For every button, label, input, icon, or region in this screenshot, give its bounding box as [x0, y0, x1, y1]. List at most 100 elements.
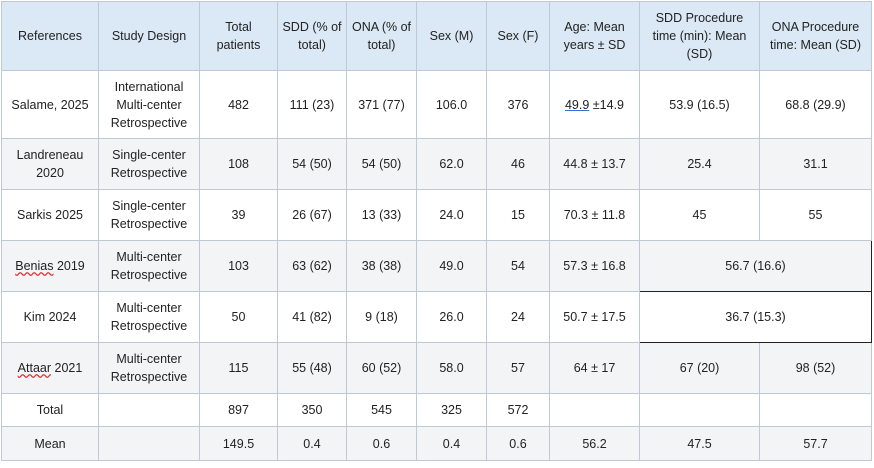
cell-age: 50.7 ± 17.5	[549, 291, 640, 343]
cell-design: Multi-center Retrospective	[98, 291, 200, 343]
cell-female: 572	[486, 393, 550, 427]
cell-reference: Salame, 2025	[1, 70, 99, 139]
cell-sdd-time	[639, 393, 760, 427]
cell-reference-year: 2019	[53, 259, 85, 273]
cell-female: 57	[486, 342, 550, 394]
table-row-total: Total 897 350 545 325 572	[1, 393, 872, 427]
header-sex-f: Sex (F)	[486, 1, 550, 71]
header-ona-time: ONA Procedure time: Mean (SD)	[759, 1, 872, 71]
cell-ona-time: 98 (52)	[759, 342, 872, 394]
header-sdd: SDD (% of total)	[277, 1, 347, 71]
header-age: Age: Mean years ± SD	[549, 1, 640, 71]
header-study-design: Study Design	[98, 1, 200, 71]
cell-reference: Sarkis 2025	[1, 189, 99, 241]
cell-sdd: 63 (62)	[277, 240, 347, 292]
cell-age: 56.2	[549, 426, 640, 461]
table-row: Salame, 2025 International Multi-center …	[1, 70, 872, 139]
cell-reference: Attaar 2021	[1, 342, 99, 394]
cell-sdd: 55 (48)	[277, 342, 347, 394]
cell-age: 57.3 ± 16.8	[549, 240, 640, 292]
cell-sdd: 54 (50)	[277, 138, 347, 190]
cell-label: Mean	[1, 426, 99, 461]
cell-design	[98, 426, 200, 461]
cell-sdd-time: 53.9 (16.5)	[639, 70, 760, 139]
cell-ona-time: 57.7	[759, 426, 872, 461]
cell-reference-name: Benias	[15, 259, 54, 273]
table-row: Benias 2019 Multi-center Retrospective 1…	[1, 240, 872, 292]
cell-total: 103	[199, 240, 278, 292]
cell-ona: 60 (52)	[346, 342, 417, 394]
header-total-patients: Total patients	[199, 1, 278, 71]
cell-reference: Benias 2019	[1, 240, 99, 292]
cell-sdd: 26 (67)	[277, 189, 347, 241]
cell-male: 106.0	[416, 70, 487, 139]
cell-age: 64 ± 17	[549, 342, 640, 394]
cell-female: 0.6	[486, 426, 550, 461]
cell-ona-time: 55	[759, 189, 872, 241]
cell-total: 149.5	[199, 426, 278, 461]
cell-male: 26.0	[416, 291, 487, 343]
table-row-mean: Mean 149.5 0.4 0.6 0.4 0.6 56.2 47.5 57.…	[1, 426, 872, 461]
studies-table: References Study Design Total patients S…	[1, 1, 872, 461]
table-row: Landreneau 2020 Single-center Retrospect…	[1, 138, 872, 190]
cell-design: Single-center Retrospective	[98, 138, 200, 190]
cell-male: 58.0	[416, 342, 487, 394]
cell-female: 54	[486, 240, 550, 292]
cell-total: 897	[199, 393, 278, 427]
cell-sdd-time: 47.5	[639, 426, 760, 461]
header-references: References	[1, 1, 99, 71]
cell-ona: 371 (77)	[346, 70, 417, 139]
cell-male: 62.0	[416, 138, 487, 190]
cell-ona: 38 (38)	[346, 240, 417, 292]
table-row: Kim 2024 Multi-center Retrospective 50 4…	[1, 291, 872, 343]
cell-reference-year: 2021	[51, 361, 83, 375]
cell-age: 49.9 ±14.9	[549, 70, 640, 139]
cell-ona: 9 (18)	[346, 291, 417, 343]
cell-sdd-time: 67 (20)	[639, 342, 760, 394]
cell-age-sd: ±14.9	[589, 97, 624, 112]
cell-ona: 545	[346, 393, 417, 427]
cell-sdd: 111 (23)	[277, 70, 347, 139]
cell-ona: 54 (50)	[346, 138, 417, 190]
cell-total: 115	[199, 342, 278, 394]
cell-design: Multi-center Retrospective	[98, 342, 200, 394]
cell-sdd: 41 (82)	[277, 291, 347, 343]
cell-female: 376	[486, 70, 550, 139]
cell-sdd-time: 25.4	[639, 138, 760, 190]
cell-ona-time	[759, 393, 872, 427]
cell-female: 15	[486, 189, 550, 241]
cell-ona: 13 (33)	[346, 189, 417, 241]
cell-label: Total	[1, 393, 99, 427]
cell-ona-time: 31.1	[759, 138, 872, 190]
table-row: Attaar 2021 Multi-center Retrospective 1…	[1, 342, 872, 394]
header-ona: ONA (% of total)	[346, 1, 417, 71]
cell-reference-name: Attaar	[17, 361, 52, 375]
cell-male: 325	[416, 393, 487, 427]
cell-male: 49.0	[416, 240, 487, 292]
cell-total: 50	[199, 291, 278, 343]
table-row: Sarkis 2025 Single-center Retrospective …	[1, 189, 872, 241]
cell-age: 70.3 ± 11.8	[549, 189, 640, 241]
cell-design	[98, 393, 200, 427]
cell-male: 24.0	[416, 189, 487, 241]
cell-ona-time: 68.8 (29.9)	[759, 70, 872, 139]
header-sdd-time: SDD Procedure time (min): Mean (SD)	[639, 1, 760, 71]
cell-total: 108	[199, 138, 278, 190]
cell-procedure-time-combined: 36.7 (15.3)	[639, 291, 872, 343]
cell-design: International Multi-center Retrospective	[98, 70, 200, 139]
cell-male: 0.4	[416, 426, 487, 461]
cell-reference: Landreneau 2020	[1, 138, 99, 190]
cell-procedure-time-combined: 56.7 (16.6)	[639, 240, 872, 292]
cell-female: 24	[486, 291, 550, 343]
cell-total: 39	[199, 189, 278, 241]
cell-sdd: 0.4	[277, 426, 347, 461]
cell-female: 46	[486, 138, 550, 190]
cell-ona: 0.6	[346, 426, 417, 461]
cell-design: Multi-center Retrospective	[98, 240, 200, 292]
cell-age	[549, 393, 640, 427]
header-row: References Study Design Total patients S…	[1, 1, 872, 71]
cell-design: Single-center Retrospective	[98, 189, 200, 241]
cell-sdd: 350	[277, 393, 347, 427]
cell-sdd-time: 45	[639, 189, 760, 241]
cell-age: 44.8 ± 13.7	[549, 138, 640, 190]
